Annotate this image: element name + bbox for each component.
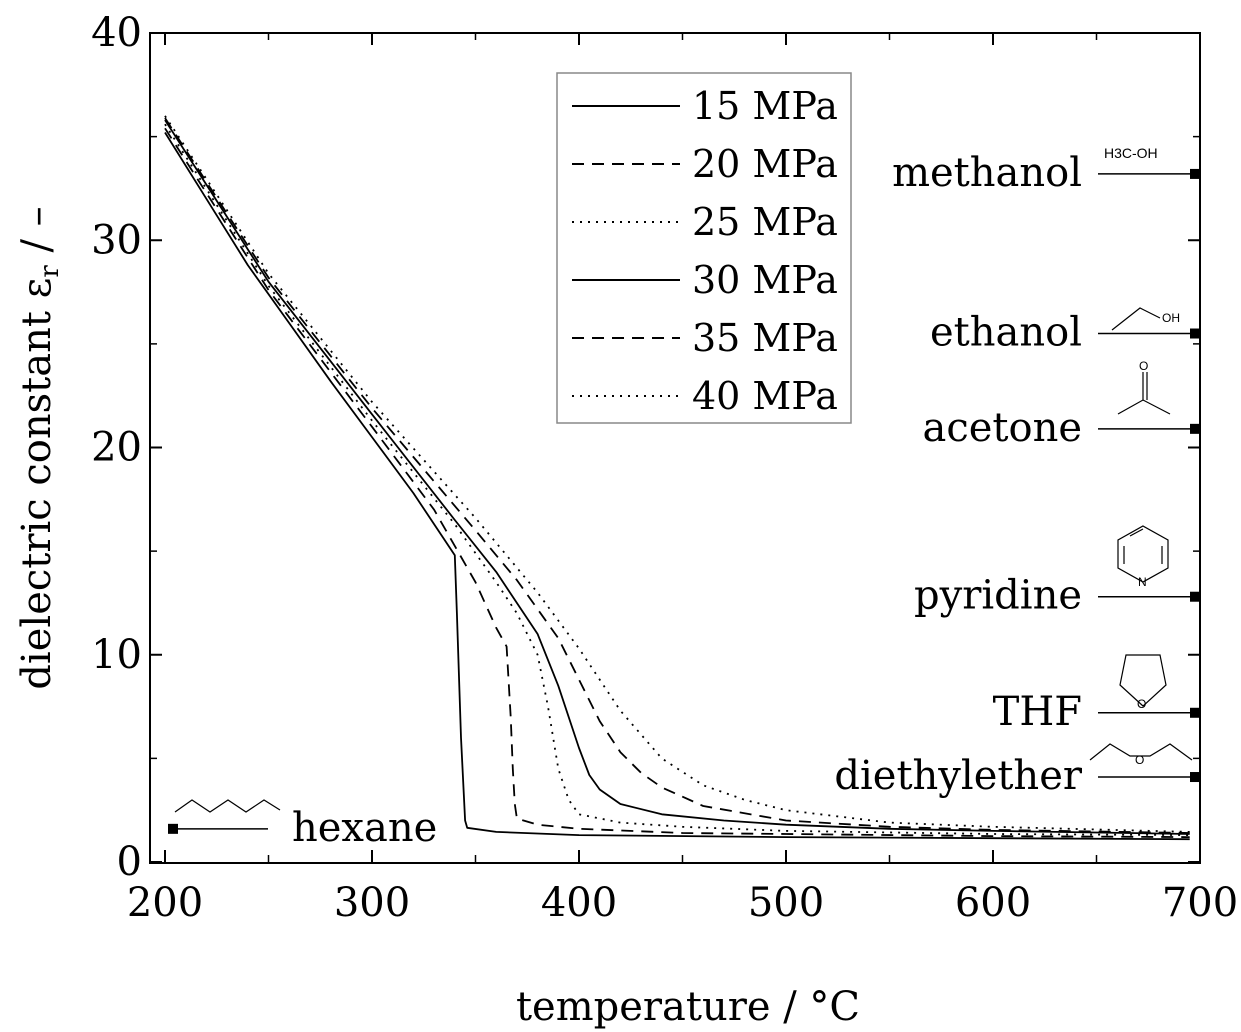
legend-label: 35 MPa xyxy=(692,316,838,360)
reference-marker xyxy=(1190,328,1200,339)
reference-label: pyridine xyxy=(914,573,1082,619)
acetone-o-label: O xyxy=(1139,359,1148,373)
acetone-structure-icon xyxy=(1117,399,1171,415)
series-line-35-mpa xyxy=(164,117,1190,834)
thf-o-label: O xyxy=(1137,697,1146,711)
reference-marker xyxy=(1190,772,1200,783)
diethylether-structure-icon xyxy=(1089,743,1193,761)
reference-label: hexane xyxy=(292,805,437,851)
reference-marker xyxy=(1190,707,1200,718)
reference-label: methanol xyxy=(892,150,1082,196)
x-tick-label: 300 xyxy=(334,880,410,926)
reference-label: diethylether xyxy=(834,753,1082,799)
legend-label: 15 MPa xyxy=(692,84,838,128)
y-tick-label: 10 xyxy=(91,632,142,678)
reference-marker xyxy=(1190,423,1200,434)
x-tick-label: 600 xyxy=(955,880,1031,926)
pyridine-n-label: N xyxy=(1138,575,1147,589)
methanol-formula: H3C-OH xyxy=(1104,145,1158,161)
reference-label: acetone xyxy=(922,405,1082,451)
molecule-sketches: H3C-OH OH O N O O xyxy=(174,145,1193,813)
tick-labels: 200 300 400 500 600 700 0 10 20 30 40 xyxy=(91,10,1238,926)
ethanol-structure-icon xyxy=(1111,307,1161,331)
x-tick-label: 200 xyxy=(127,880,203,926)
ethanol-oh-label: OH xyxy=(1162,311,1180,325)
y-tick-label: 40 xyxy=(91,10,142,56)
x-tick-label: 700 xyxy=(1162,880,1238,926)
y-tick-label: 30 xyxy=(91,217,142,263)
axis-ticks xyxy=(150,32,1201,863)
legend-label: 40 MPa xyxy=(692,374,838,418)
x-tick-label: 500 xyxy=(748,880,824,926)
reference-marker xyxy=(1190,591,1200,602)
legend-label: 20 MPa xyxy=(692,142,838,186)
reference-marker xyxy=(168,823,178,834)
x-axis-title: temperature / °C xyxy=(516,984,860,1030)
legend-label: 30 MPa xyxy=(692,258,838,302)
y-tick-label: 20 xyxy=(91,425,142,471)
legend-box xyxy=(556,72,852,424)
legend: 15 MPa 20 MPa 25 MPa 30 MPa 35 MPa 40 MPa xyxy=(556,72,852,424)
reference-label: ethanol xyxy=(930,310,1082,356)
pyridine-structure-icon xyxy=(1117,525,1169,583)
reference-marker xyxy=(1190,168,1200,179)
series-line-30-mpa xyxy=(164,119,1190,835)
reference-solvents: methanol ethanol acetone pyridine THF diethyl… xyxy=(168,150,1200,851)
reference-label: THF xyxy=(993,689,1082,735)
legend-label: 25 MPa xyxy=(692,200,838,244)
series-line-15-mpa xyxy=(164,132,1190,841)
series-lines xyxy=(164,115,1190,841)
diethylether-o-label: O xyxy=(1135,753,1144,767)
y-axis-title: dielectric constant εr / – xyxy=(14,206,65,689)
thf-structure-icon xyxy=(1119,654,1167,707)
series-line-20-mpa xyxy=(164,127,1190,838)
hexane-structure-icon xyxy=(174,799,281,813)
x-tick-label: 400 xyxy=(541,880,617,926)
y-tick-label: 0 xyxy=(117,839,142,885)
